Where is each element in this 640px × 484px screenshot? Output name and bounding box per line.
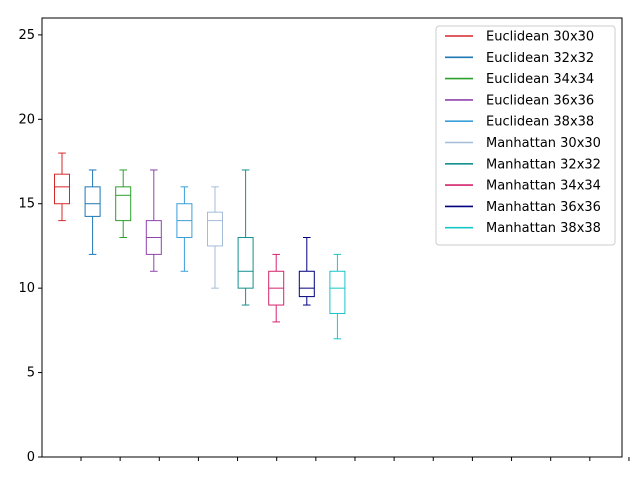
legend-label: Manhattan 30x30 [486, 136, 601, 151]
box-iqr [207, 211, 223, 247]
box-8 [268, 253, 285, 323]
boxes-layer [54, 152, 346, 340]
box-2 [84, 169, 101, 255]
y-tick-label: 10 [18, 281, 35, 296]
box-iqr [54, 173, 70, 205]
box-4 [145, 169, 162, 272]
legend-label: Euclidean 38x38 [486, 115, 594, 130]
box-5 [176, 186, 193, 272]
box-iqr [298, 270, 315, 298]
legend-label: Euclidean 32x32 [486, 51, 594, 66]
box-6 [207, 186, 223, 289]
legend-label: Manhattan 38x38 [486, 221, 601, 236]
box-10 [329, 253, 346, 340]
y-tick-label: 0 [27, 450, 35, 465]
legend-label: Manhattan 32x32 [486, 157, 601, 172]
box-iqr [329, 270, 346, 314]
legend-box [435, 25, 616, 246]
box-3 [115, 169, 132, 238]
y-tick-label: 25 [18, 28, 35, 43]
box-iqr [237, 237, 254, 289]
y-tick-label: 15 [18, 197, 35, 212]
legend-label: Euclidean 36x36 [486, 93, 594, 108]
y-tick-label: 5 [27, 366, 35, 381]
box-1 [54, 152, 70, 222]
legend-label: Euclidean 34x34 [486, 72, 594, 87]
plot-frame [41, 17, 623, 458]
y-tick-label: 20 [18, 112, 35, 127]
box-9 [298, 237, 315, 306]
legend-label: Euclidean 30x30 [486, 30, 594, 45]
box-iqr [115, 186, 132, 222]
axes-layer: 0 5 10 15 20 25 [18, 17, 630, 465]
box-7 [237, 169, 254, 306]
legend-label: Manhattan 36x36 [486, 200, 601, 215]
legend: Euclidean 30x30 Euclidean 32x32 Euclidean … [435, 25, 616, 246]
legend-label: Manhattan 34x34 [486, 179, 601, 194]
box-iqr [84, 186, 101, 217]
